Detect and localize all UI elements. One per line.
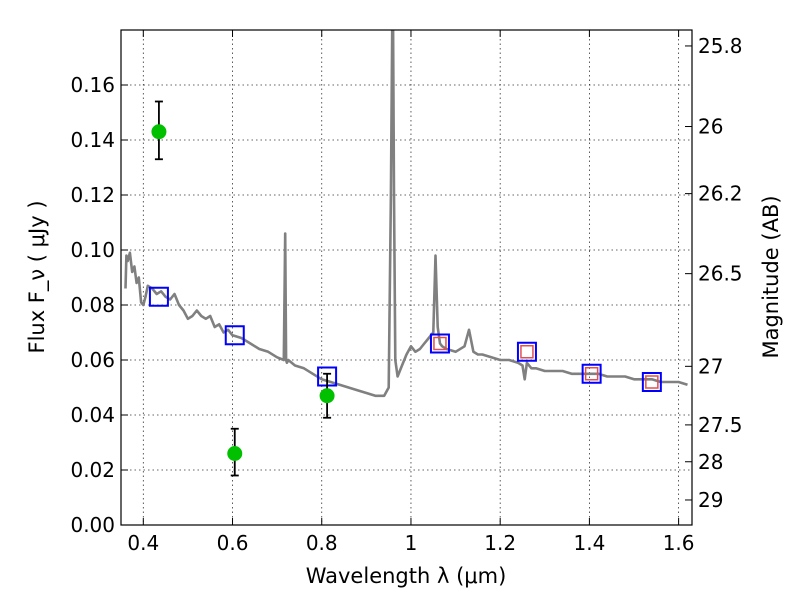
x-axis-label: Wavelength λ (μm)	[306, 564, 507, 588]
model-square-inner-marker	[433, 336, 447, 351]
x-tick-label: 1	[405, 531, 418, 555]
y2-tick-label: 27	[698, 354, 723, 378]
model-square-marker	[224, 325, 245, 346]
y2-tick-label: 27.5	[698, 413, 743, 437]
x-tick-label: 0.8	[306, 531, 338, 555]
series-layer	[124, 30, 688, 477]
y2-tick-label: 26.2	[698, 182, 743, 206]
data-point	[227, 446, 243, 461]
model-square-marker	[429, 333, 450, 354]
y2-tick-label: 29	[698, 488, 723, 512]
model-square-marker	[516, 341, 537, 362]
y-tick-label: 0.12	[70, 183, 115, 207]
data-point	[151, 124, 167, 140]
model-square-inner-marker	[520, 345, 534, 359]
y-tick-label: 0.04	[70, 403, 115, 427]
x-tick-label: 1.2	[484, 531, 516, 555]
spectrum-line	[124, 30, 688, 398]
model-square-marker	[148, 286, 169, 307]
y2-tick-label: 28	[698, 450, 723, 474]
y-axis-label: Flux F_ν ( μJy )	[25, 200, 50, 353]
y-tick-label: 0.06	[70, 348, 115, 372]
y2-tick-label: 26	[698, 115, 723, 139]
model-square-marker	[641, 372, 662, 392]
y-tick-label: 0.14	[70, 128, 115, 152]
model-square-inner-marker	[645, 375, 659, 389]
y2-tick-label: 26.5	[698, 262, 743, 286]
plot-frame	[120, 29, 693, 526]
x-tick-label: 0.6	[217, 531, 249, 555]
x-tick-label: 1.6	[663, 531, 695, 555]
x-tick-label: 0.4	[127, 531, 159, 555]
y-tick-label: 0.10	[70, 238, 115, 262]
ticks: 0.4 0.6 0.8 1 1.2 1.4 1.6 0.00 0.02 0.04 0.06 0.08 0…	[70, 30, 743, 555]
model-square-inner-marker	[584, 367, 599, 381]
y-tick-label: 0.16	[70, 73, 115, 97]
y-tick-label: 0.00	[70, 513, 115, 537]
y-tick-label: 0.08	[70, 293, 115, 317]
model-square-marker	[581, 363, 602, 384]
series-clip-group	[124, 30, 688, 477]
y2-axis-label: Magnitude (AB)	[759, 195, 783, 358]
y2-tick-label: 25.8	[698, 34, 743, 58]
y-tick-label: 0.02	[70, 458, 115, 482]
grid	[121, 30, 692, 526]
data-point	[319, 388, 335, 404]
x-tick-label: 1.4	[573, 531, 605, 555]
